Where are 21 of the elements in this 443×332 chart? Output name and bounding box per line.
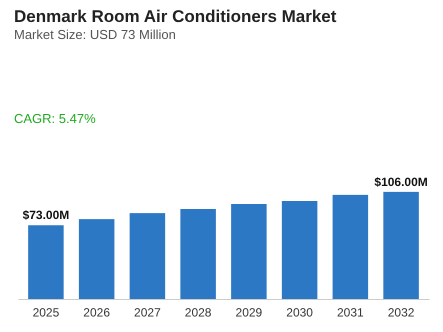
x-tick-label: 2027 (134, 306, 162, 320)
bar (383, 192, 419, 299)
bar (180, 209, 216, 299)
x-tick-label: 2030 (286, 306, 314, 320)
data-label: $73.00M (22, 208, 70, 222)
chart-title: Denmark Room Air Conditioners Market (14, 7, 337, 26)
text: CAGR: 5.47% (14, 111, 96, 126)
chart-subtitle: Market Size: USD 73 Million (14, 27, 176, 42)
bar (332, 194, 368, 299)
x-tick-label: 2032 (388, 306, 415, 320)
bar (78, 219, 114, 299)
bar (130, 213, 166, 299)
bar (282, 200, 318, 299)
bar (231, 204, 267, 299)
data-label: $106.00M (374, 174, 428, 189)
x-tick-label: 2028 (184, 306, 212, 320)
x-tick-label: 2025 (32, 306, 60, 320)
x-tick-label: 2031 (337, 306, 364, 320)
x-tick-label: 2029 (236, 306, 263, 320)
bar (28, 225, 64, 299)
x-tick-label: 2026 (83, 306, 110, 320)
